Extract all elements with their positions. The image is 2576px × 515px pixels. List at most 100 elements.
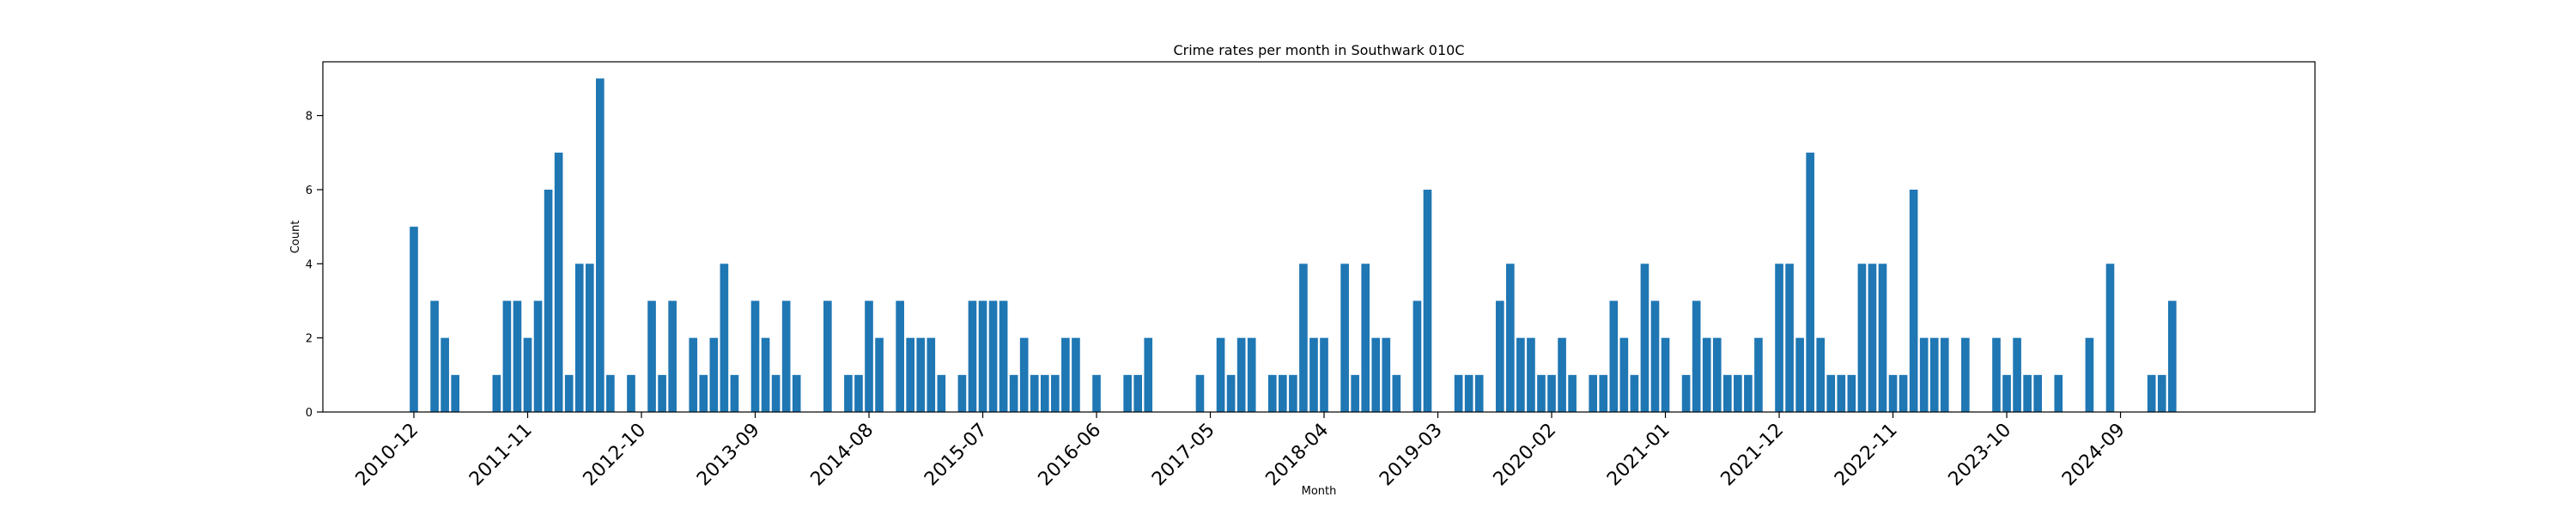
bar-2011-03 [440, 337, 449, 412]
bar-2016-06 [1092, 374, 1101, 412]
bar-2014-12 [906, 337, 915, 412]
bar-2017-11 [1267, 374, 1277, 412]
bar-2023-01 [1909, 189, 1918, 412]
bar-2013-04 [699, 374, 708, 412]
bar-2012-02 [554, 152, 563, 412]
bar-2017-08 [1236, 337, 1246, 412]
x-tick-label: 2021-12 [1717, 420, 1789, 491]
bar-2020-12 [1650, 300, 1660, 412]
bar-2019-01 [1413, 300, 1422, 412]
bar-2020-07 [1599, 374, 1608, 412]
bar-2014-06 [844, 374, 853, 412]
plot-area-frame [322, 61, 2316, 413]
bar-2011-04 [451, 374, 460, 412]
bar-2019-11 [1516, 337, 1525, 412]
bar-2013-12 [781, 300, 791, 412]
x-tick-label: 2014-08 [807, 420, 878, 491]
bar-2022-07 [1847, 374, 1856, 412]
bar-2024-01 [2033, 374, 2042, 412]
bar-2012-04 [574, 264, 584, 412]
bar-2018-01 [1289, 374, 1297, 412]
bar-2013-06 [720, 264, 729, 412]
x-tick-label: 2023-10 [1945, 420, 2016, 491]
bar-2020-03 [1558, 337, 1566, 412]
bar-2019-05 [1454, 374, 1463, 412]
bar-2022-06 [1837, 374, 1846, 412]
bar-2016-09 [1123, 374, 1132, 412]
bar-2013-05 [709, 337, 719, 412]
bar-2023-04 [1940, 337, 1949, 412]
y-axis-ticks: 0 2 4 6 8 [306, 111, 323, 420]
y-tick-label: 8 [306, 111, 313, 124]
bar-2011-12 [533, 300, 543, 412]
bar-2021-07 [1722, 374, 1732, 412]
bar-2021-01 [1661, 337, 1670, 412]
bar-2022-03 [1806, 152, 1814, 412]
bar-2020-11 [1640, 264, 1649, 412]
bar-2023-09 [1992, 337, 2001, 412]
bar-2011-10 [513, 300, 522, 412]
bar-2021-08 [1734, 374, 1742, 412]
bar-2015-09 [999, 300, 1008, 412]
bar-2020-08 [1609, 300, 1619, 412]
bar-2015-03 [937, 374, 946, 412]
x-axis-ticks: 2010-12 2011-11 2012-10 2013-09 2014-08 2015-… [352, 412, 2129, 490]
bar-2018-08 [1361, 264, 1370, 412]
bar-2013-03 [689, 337, 698, 412]
bar-2013-01 [668, 300, 677, 412]
bar-2020-01 [1537, 374, 1546, 412]
bar-2015-06 [968, 300, 977, 412]
bar-2025-01 [2157, 374, 2166, 412]
bar-2018-03 [1309, 337, 1318, 412]
bar-2012-01 [544, 189, 553, 412]
bar-2012-12 [658, 374, 666, 412]
bar-2021-03 [1681, 374, 1691, 412]
x-tick-label: 2017-05 [1148, 420, 1219, 491]
x-tick-label: 2020-02 [1490, 420, 1561, 491]
bar-2020-02 [1547, 374, 1556, 412]
bar-2017-04 [1195, 374, 1205, 412]
bar-2011-02 [430, 300, 439, 412]
bar-2016-02 [1051, 374, 1060, 412]
bar-2022-01 [1785, 264, 1794, 412]
bar-2013-07 [730, 374, 739, 412]
bar-2018-10 [1382, 337, 1391, 412]
bar-2016-03 [1061, 337, 1070, 412]
bar-2015-05 [957, 374, 967, 412]
y-tick-label: 2 [306, 333, 313, 346]
bar-2014-11 [896, 300, 904, 412]
bar-2015-07 [978, 300, 987, 412]
bar-2017-06 [1216, 337, 1225, 412]
bar-2014-07 [854, 374, 863, 412]
bar-2022-05 [1826, 374, 1836, 412]
bar-2020-04 [1568, 374, 1577, 412]
bar-2017-12 [1279, 374, 1287, 412]
bar-2015-11 [1019, 337, 1029, 412]
bar-2021-04 [1692, 300, 1701, 412]
bar-2011-09 [502, 300, 512, 412]
bar-2022-12 [1899, 374, 1908, 412]
bar-2019-07 [1474, 374, 1484, 412]
bar-2022-11 [1888, 374, 1898, 412]
bar-2012-06 [596, 78, 605, 413]
chart-title: Crime rates per month in Southwark 010C [1173, 42, 1464, 58]
bar-2022-02 [1795, 337, 1804, 412]
bar-2021-10 [1754, 337, 1763, 412]
bar-2014-09 [875, 337, 884, 412]
bar-2022-08 [1857, 264, 1867, 412]
bar-2015-10 [1009, 374, 1018, 412]
y-tick-label: 6 [306, 185, 313, 197]
bar-2018-09 [1371, 337, 1381, 412]
bar-2019-09 [1495, 300, 1504, 412]
bar-2012-03 [564, 374, 574, 412]
bar-2018-02 [1299, 264, 1308, 412]
bar-2014-04 [823, 300, 832, 412]
bars-group [410, 78, 2177, 413]
bar-2017-09 [1247, 337, 1256, 412]
bar-2016-01 [1040, 374, 1049, 412]
bar-2018-06 [1340, 264, 1349, 412]
x-tick-label: 2016-06 [1035, 420, 1106, 491]
bar-2020-06 [1589, 374, 1598, 412]
bar-2022-10 [1878, 264, 1887, 412]
